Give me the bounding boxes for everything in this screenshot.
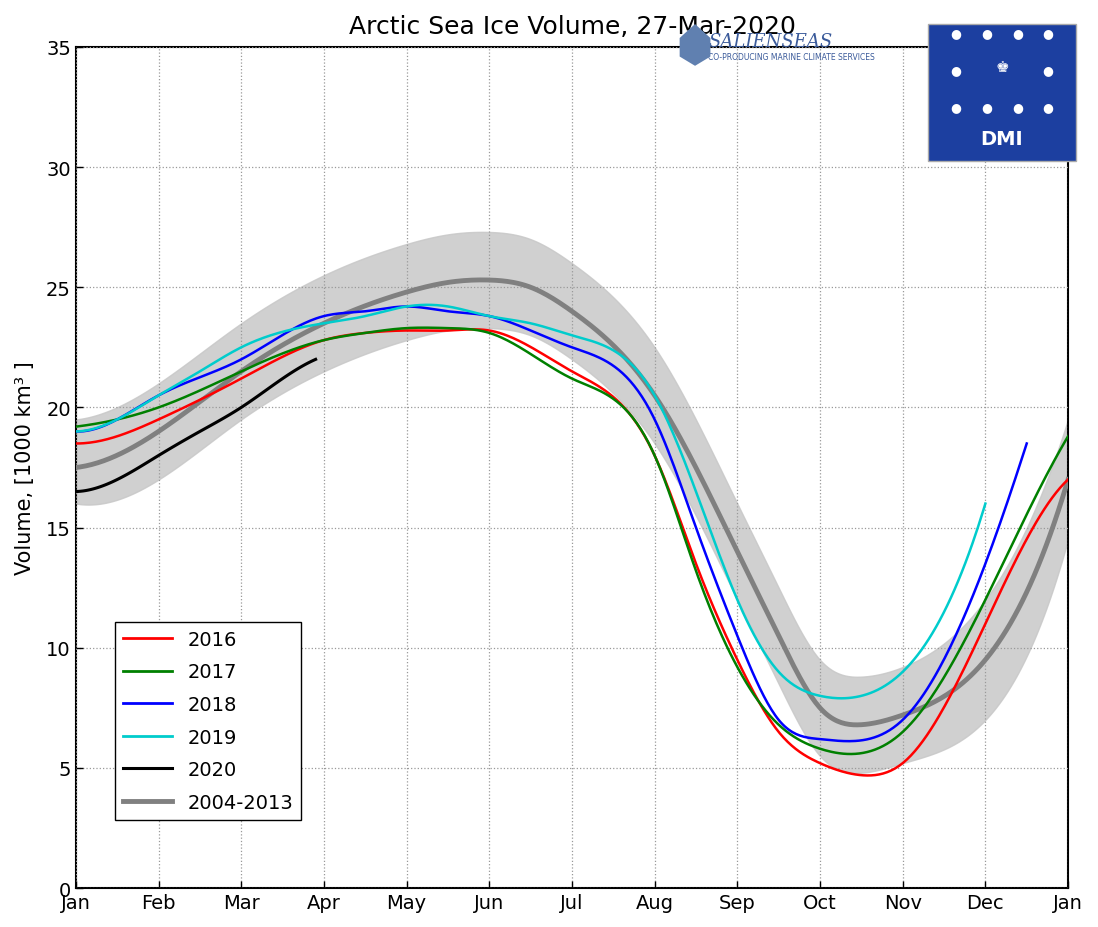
Text: ●: ● (951, 64, 961, 77)
Text: SALIENSEAS: SALIENSEAS (708, 32, 832, 51)
Text: ●: ● (951, 27, 961, 40)
Text: ●: ● (982, 27, 991, 40)
Y-axis label: Volume, [1000 km³ ]: Volume, [1000 km³ ] (15, 362, 35, 575)
Text: ●: ● (1012, 27, 1022, 40)
Text: ●: ● (1043, 101, 1053, 114)
Text: DMI: DMI (981, 130, 1023, 148)
Text: ●: ● (951, 101, 961, 114)
Text: ●: ● (1043, 64, 1053, 77)
Title: Arctic Sea Ice Volume, 27-Mar-2020: Arctic Sea Ice Volume, 27-Mar-2020 (348, 15, 795, 39)
Text: ●: ● (1043, 27, 1053, 40)
Text: ♚: ♚ (995, 60, 1009, 75)
Legend: 2016, 2017, 2018, 2019, 2020, 2004-2013: 2016, 2017, 2018, 2019, 2020, 2004-2013 (115, 622, 301, 819)
Text: ●: ● (1012, 101, 1022, 114)
Text: CO-PRODUCING MARINE CLIMATE SERVICES: CO-PRODUCING MARINE CLIMATE SERVICES (708, 53, 875, 62)
Text: ●: ● (982, 101, 991, 114)
